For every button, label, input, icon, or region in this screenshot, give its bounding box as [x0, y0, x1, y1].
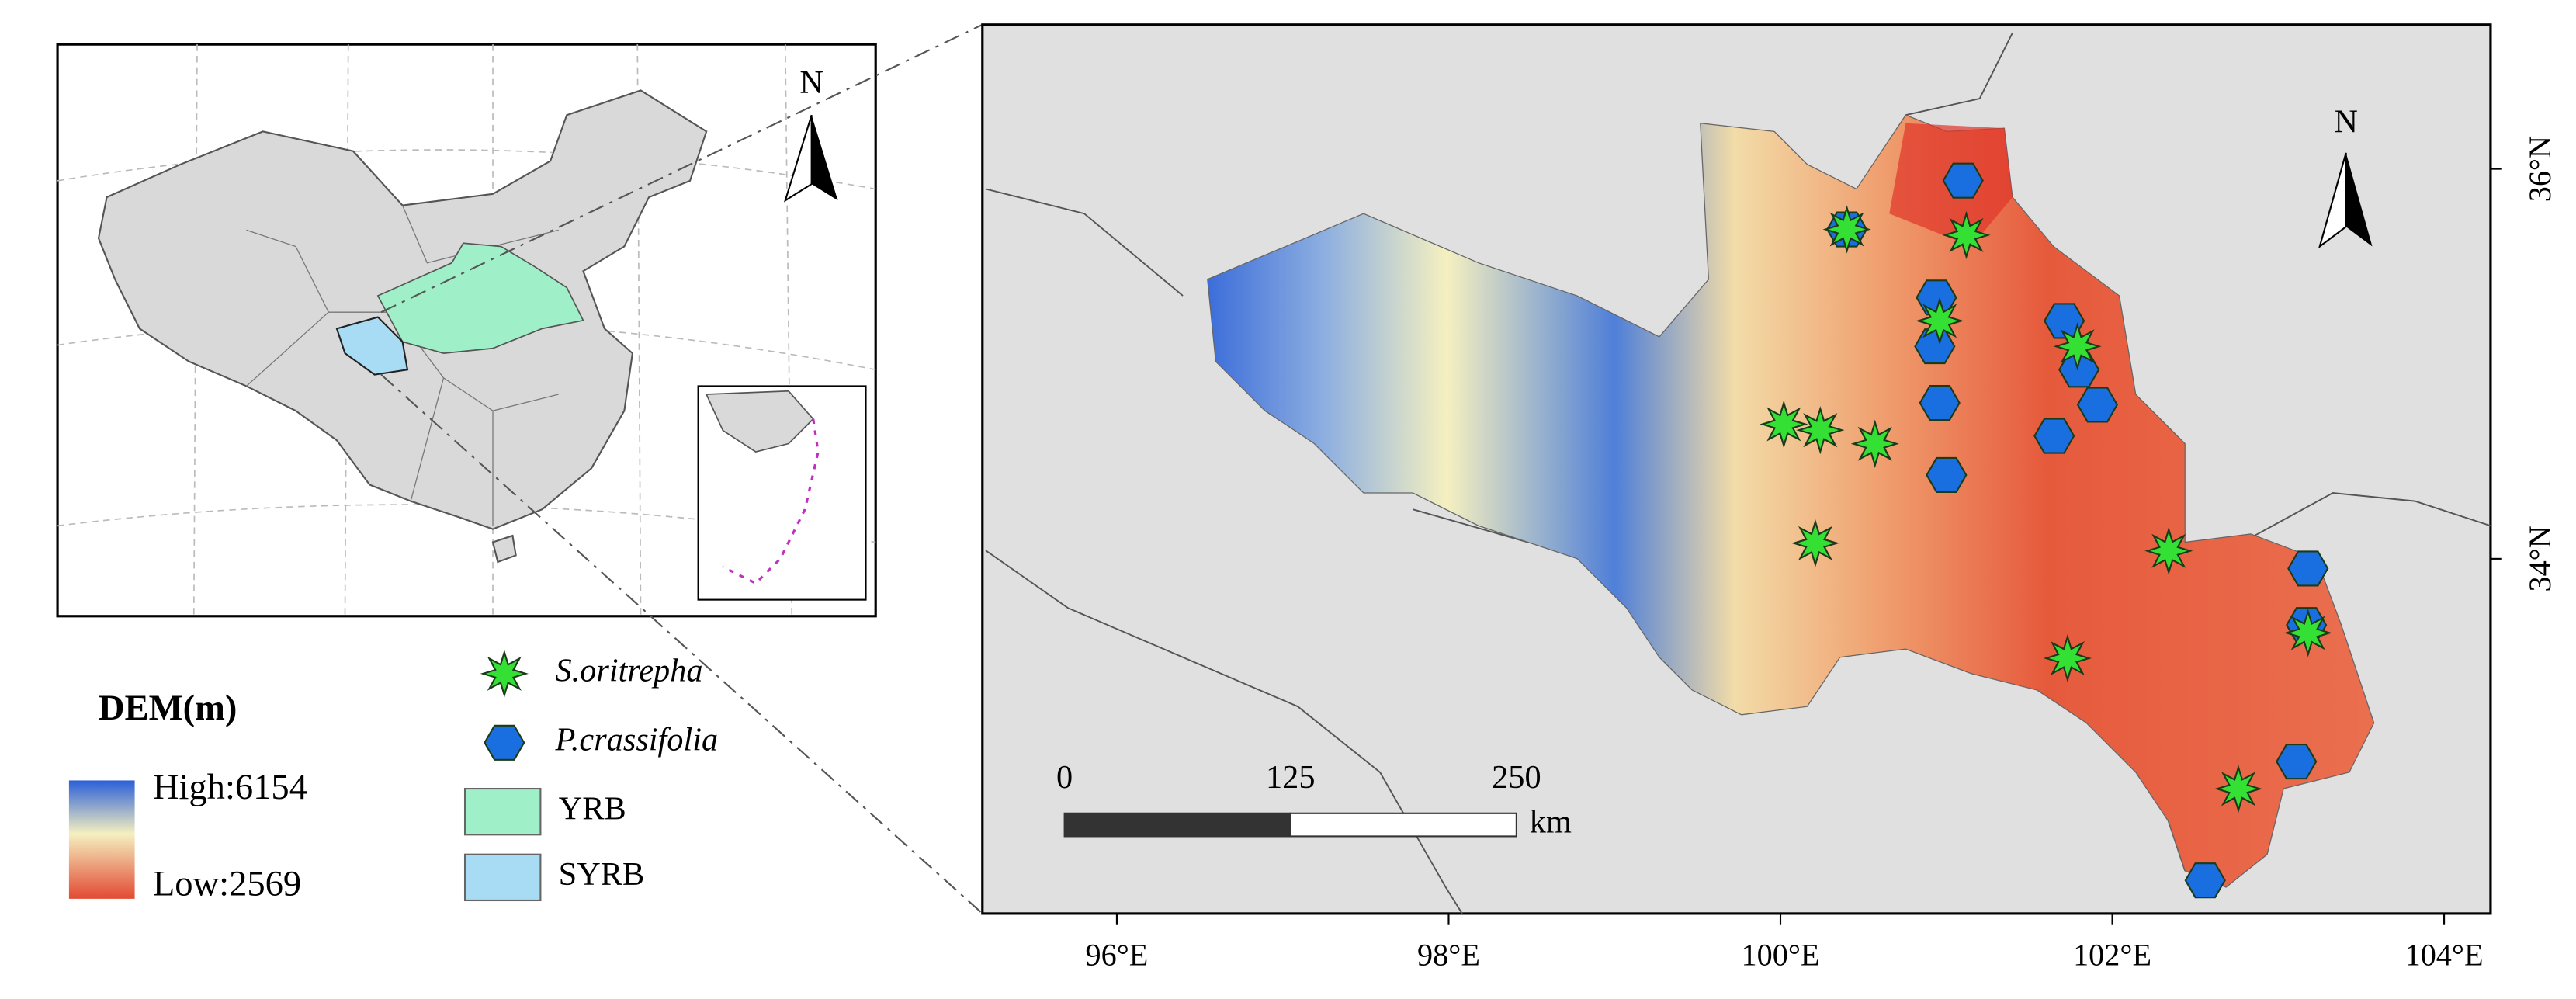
- dem-basin: [1207, 114, 2375, 888]
- legend-label: S.oritrepha: [555, 653, 702, 689]
- hex-marker: [2076, 387, 2119, 423]
- star-marker: [2053, 322, 2102, 371]
- legend: DEM(m) High:6154 Low:2569 S.oritrepha P.c…: [68, 649, 718, 904]
- hex-marker: [2058, 352, 2100, 388]
- north-label: N: [799, 64, 823, 101]
- north-label: N: [2334, 104, 2358, 140]
- dem-low-label: Low:2569: [153, 865, 301, 904]
- nine-dash-line: [722, 418, 820, 585]
- lat-tick-label: 36°N: [2522, 136, 2557, 202]
- connector-line: [380, 23, 983, 314]
- hex-marker: [1926, 456, 1968, 494]
- lon-tick-label: 96°E: [1086, 937, 1149, 972]
- scale-label: 0: [1056, 759, 1073, 796]
- legend-swatch: [463, 853, 542, 902]
- legend-label: SYRB: [559, 856, 645, 893]
- scale-segment: [1289, 812, 1517, 838]
- star-marker: [1796, 406, 1845, 455]
- legend-swatch: [463, 787, 542, 836]
- legend-symbol: [484, 724, 525, 761]
- overview-north-arrow: N: [783, 64, 838, 203]
- syrb-region: [335, 316, 409, 376]
- overview-map: N: [56, 43, 877, 618]
- hex-marker: [2033, 418, 2075, 454]
- star-marker: [1916, 297, 1964, 345]
- scale-segment: [1063, 812, 1291, 838]
- star-marker: [2144, 526, 2193, 575]
- dem-high-label: High:6154: [153, 768, 307, 807]
- hex-marker: [2184, 862, 2226, 899]
- legend-label: YRB: [559, 790, 626, 827]
- yrb-region: [376, 242, 584, 354]
- dem-ramp: [68, 780, 135, 899]
- main-map: N: [981, 23, 2492, 915]
- scale-label: 250: [1492, 759, 1541, 796]
- star-marker: [2214, 765, 2263, 813]
- inset-coast: [705, 390, 814, 453]
- hex-marker: [2287, 550, 2329, 587]
- star-marker: [2043, 633, 2092, 683]
- star-marker: [1942, 210, 1991, 260]
- lon-tick-label: 102°E: [2073, 937, 2151, 972]
- star-marker: [1850, 419, 1899, 468]
- star-marker: [1822, 205, 1871, 254]
- hex-marker: [1919, 384, 1961, 421]
- hex-marker: [1942, 162, 1984, 199]
- north-arrow: N: [2318, 104, 2373, 249]
- lon-tick-label: 100°E: [1742, 937, 1820, 972]
- hainan: [491, 534, 517, 564]
- legend-label: P.crassifolia: [554, 721, 718, 758]
- lon-tick-label: 104°E: [2405, 937, 2484, 972]
- lon-tick-label: 98°E: [1417, 937, 1480, 972]
- star-marker: [1760, 400, 1808, 449]
- legend-title: DEM(m): [99, 689, 237, 728]
- hex-marker: [2276, 744, 2318, 780]
- star-marker: [1791, 519, 1840, 567]
- scale-label: 125: [1266, 759, 1316, 796]
- scale-unit: km: [1530, 803, 1572, 840]
- legend-symbol: [480, 649, 529, 698]
- connector-line: [380, 373, 983, 914]
- star-marker: [2283, 609, 2332, 657]
- lat-tick-label: 34°N: [2522, 526, 2557, 591]
